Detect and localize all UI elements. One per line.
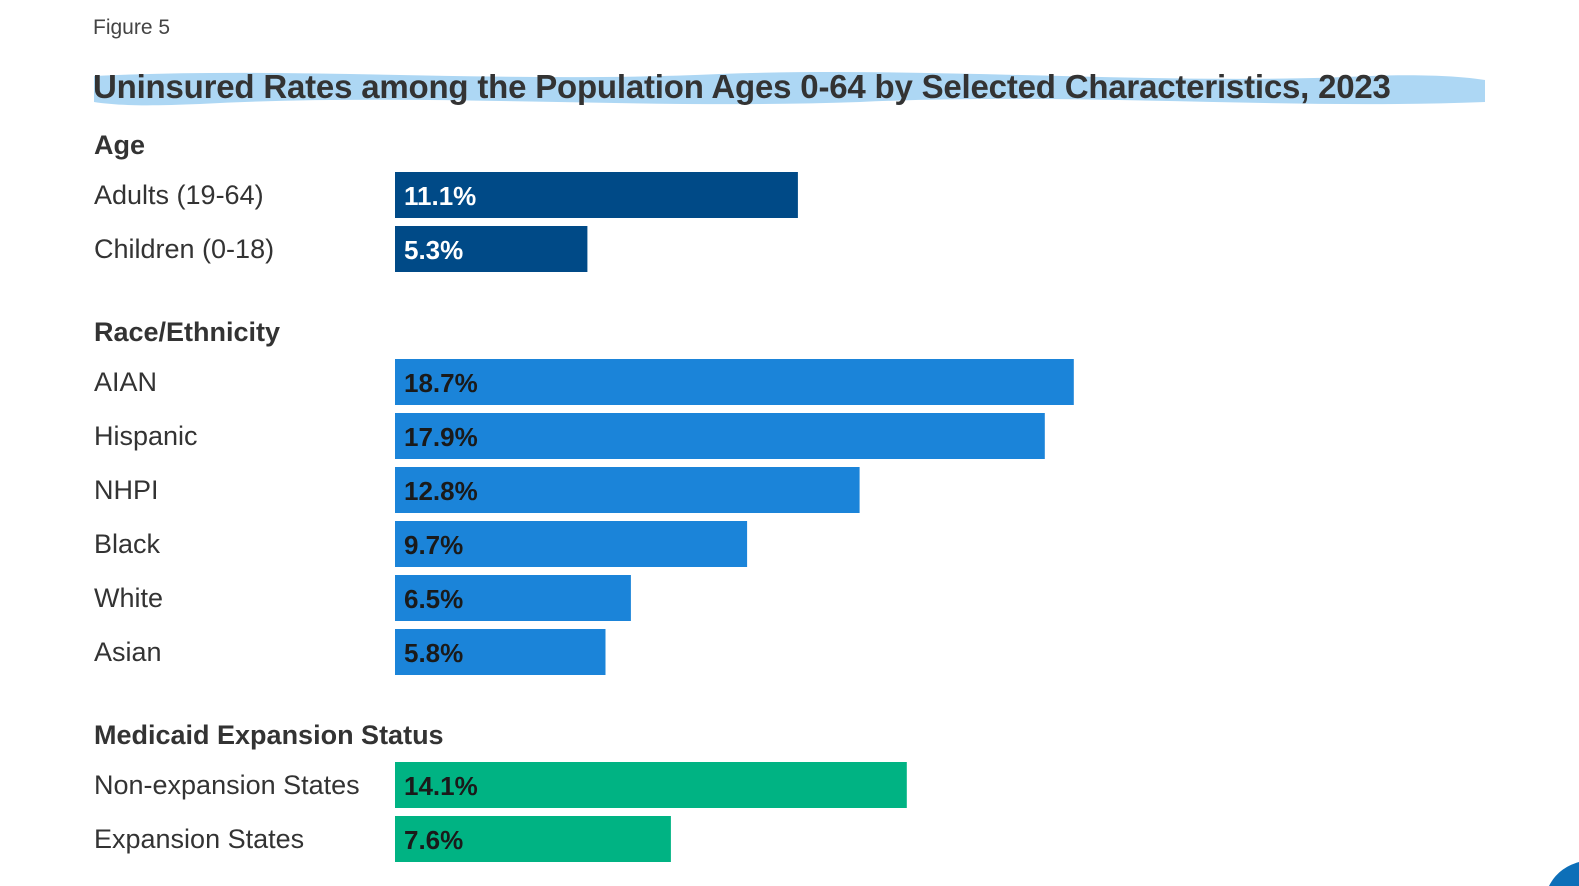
category-label: Expansion States — [94, 824, 304, 854]
data-label: 14.1% — [404, 771, 478, 801]
bar — [395, 226, 588, 272]
chart-title-block: Uninsured Rates among the Population Age… — [80, 62, 1500, 114]
bar — [395, 575, 631, 621]
data-label: 5.8% — [404, 638, 463, 668]
bar — [395, 521, 748, 567]
bar — [395, 359, 1074, 405]
data-label: 17.9% — [404, 422, 478, 452]
group-header: Age — [94, 130, 145, 160]
category-label: Asian — [94, 637, 162, 667]
data-label: 11.1% — [404, 181, 476, 211]
data-label: 7.6% — [404, 825, 463, 855]
category-label: Black — [94, 529, 161, 559]
data-label: 6.5% — [404, 584, 463, 614]
data-label: 18.7% — [404, 368, 478, 398]
figure-label: Figure 5 — [93, 16, 171, 39]
bar — [395, 816, 671, 862]
category-label: Children (0-18) — [94, 234, 274, 264]
category-label: AIAN — [94, 367, 157, 397]
group-header: Race/Ethnicity — [94, 317, 280, 347]
data-label: 12.8% — [404, 476, 478, 506]
bar — [395, 762, 907, 808]
bar — [395, 629, 606, 675]
corner-swoosh-decoration — [1549, 862, 1579, 886]
category-label: Non-expansion States — [94, 770, 360, 800]
data-label: 5.3% — [404, 235, 463, 265]
bar — [395, 172, 798, 218]
group-header: Medicaid Expansion Status — [94, 720, 444, 750]
category-label: NHPI — [94, 475, 159, 505]
bar — [395, 413, 1045, 459]
chart-title: Uninsured Rates among the Population Age… — [93, 68, 1391, 105]
category-label: White — [94, 583, 163, 613]
title-highlight-brush — [94, 72, 1485, 106]
data-label: 9.7% — [404, 530, 463, 560]
bar — [395, 467, 860, 513]
category-label: Adults (19-64) — [94, 180, 264, 210]
category-label: Hispanic — [94, 421, 198, 451]
